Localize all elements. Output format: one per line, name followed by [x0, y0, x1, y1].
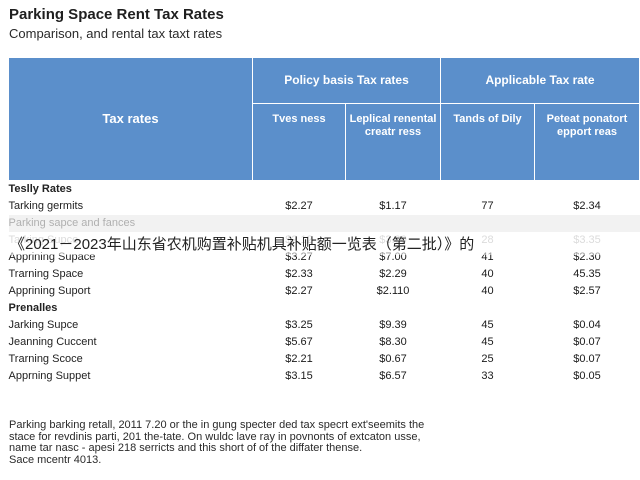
- row-label: Trarning Space: [8, 268, 84, 280]
- table-cell: 45: [481, 319, 494, 331]
- table-cell: $2.34: [573, 200, 601, 212]
- row-label: Parking sapce and fances: [8, 215, 253, 232]
- table-cell: $2.33: [285, 268, 313, 280]
- table-cell: [252, 215, 346, 232]
- tax-rates-table: Tax rates Policy basis Tax rates Applica…: [8, 57, 640, 386]
- table-cell: $3.15: [285, 370, 313, 382]
- table-cell: $0.67: [379, 353, 407, 365]
- group-header-applicable: Applicable Tax rate: [440, 57, 640, 104]
- row-label: Tarking germits: [8, 200, 84, 212]
- table-cell: 77: [481, 200, 494, 212]
- table-cell: 33: [481, 370, 494, 382]
- row-label: Prenalles: [8, 302, 58, 314]
- table-cell: $5.67: [285, 336, 313, 348]
- footnote-line: Sace mcentr 4013.: [9, 453, 102, 466]
- table-cell: $2.21: [285, 353, 313, 365]
- table-cell: [345, 215, 441, 232]
- table-row: Tarking germits $2.27 $1.17 77 $2.34: [9, 198, 640, 215]
- footnote-line: Parking barking retall, 2011 7.20 or the…: [9, 419, 425, 431]
- table-cell: $9.39: [379, 319, 407, 331]
- table-cell: $1.17: [379, 200, 407, 212]
- table-row: Trarning Space $2.33 $2.29 40 45.35: [9, 266, 640, 283]
- row-label: Jarking Supce: [8, 319, 79, 331]
- table-row: Jeanning Cuccent $5.67 $8.30 45 $0.07: [9, 334, 640, 351]
- section-row: Prenalles: [9, 300, 640, 317]
- column-header: Tands of Dily: [440, 103, 536, 181]
- row-label: Apprining Suport: [8, 285, 91, 297]
- table-cell: $2.29: [379, 268, 407, 280]
- table-cell: $6.57: [379, 370, 407, 382]
- page-subtitle: Comparison, and rental tax taxt rates: [9, 26, 223, 41]
- table-row: Apprining Suport $2.27 $2.110 40 $2.57: [9, 283, 640, 300]
- table-cell: [441, 181, 535, 199]
- table-cell: [440, 215, 535, 232]
- table-row: Parking sapce and fances: [8, 215, 640, 232]
- table-cell: 45: [481, 336, 494, 348]
- row-label: Teslly Rates: [8, 183, 72, 195]
- table-cell: $0.05: [573, 370, 601, 382]
- table-cell: [535, 300, 640, 317]
- table-row: Trarning Scoce $2.21 $0.67 25 $0.07: [9, 351, 640, 368]
- group-header-policy-basis: Policy basis Tax rates: [251, 57, 442, 104]
- table-cell: [253, 181, 346, 199]
- corner-header: Tax rates: [8, 57, 253, 181]
- column-header: Peteat ponatort epport reas: [534, 103, 640, 181]
- row-label: Jeanning Cuccent: [8, 336, 97, 348]
- overlay-text-banner: 《2021－2023年山东省农机购置补贴机具补贴额一览表（第二批）》的: [0, 235, 640, 255]
- row-label: Trarning Scoce: [8, 353, 83, 365]
- table-cell: [441, 300, 535, 317]
- row-label: Apprning Suppet: [8, 370, 91, 382]
- table-cell: 40: [481, 285, 494, 297]
- footnote: Parking barking retall, 2011 7.20 or the…: [9, 419, 629, 466]
- table-cell: $2.27: [285, 285, 313, 297]
- page-title: Parking Space Rent Tax Rates: [9, 6, 224, 23]
- table-cell: $3.25: [285, 319, 313, 331]
- table-cell: $0.04: [573, 319, 601, 331]
- table-cell: [534, 215, 640, 232]
- table-cell: $2.27: [285, 200, 313, 212]
- table-cell: $8.30: [379, 336, 407, 348]
- table-cell: $0.07: [573, 353, 601, 365]
- table-cell: [346, 300, 441, 317]
- column-header: Tves ness: [252, 103, 346, 181]
- table-body: Teslly Rates Tarking germits $2.27 $1.17 77 $…: [8, 181, 640, 386]
- table-cell: $2.110: [376, 285, 410, 297]
- table-cell: $2.57: [573, 285, 601, 297]
- section-row: Teslly Rates: [9, 181, 640, 199]
- table-cell: [346, 181, 441, 199]
- table-cell: 45.35: [573, 268, 601, 280]
- table-cell: [535, 181, 640, 199]
- table-cell: 25: [481, 353, 494, 365]
- table-cell: $0.07: [573, 336, 601, 348]
- footnote-line: name tar nasc - apesi 218 serricts and t…: [9, 442, 363, 454]
- footnote-line: stace for revdinis parti, 201 the-tate. …: [9, 430, 421, 443]
- table-row: Jarking Supce $3.25 $9.39 45 $0.04: [9, 317, 640, 334]
- table-cell: 40: [481, 268, 494, 280]
- column-header: Leplical renental creatr ress: [344, 103, 442, 181]
- table-cell: [253, 300, 346, 317]
- table-row: Apprning Suppet $3.15 $6.57 33 $0.05: [9, 368, 640, 385]
